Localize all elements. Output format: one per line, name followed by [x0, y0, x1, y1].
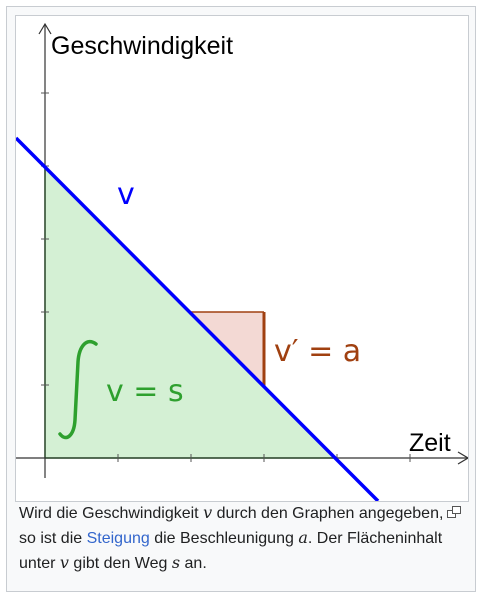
caption-text: . Der Flächeninhalt unter — [19, 530, 443, 572]
magnify-clip-icon[interactable] — [447, 506, 461, 518]
integral-sign — [58, 339, 98, 440]
caption-text: gibt den Weg — [68, 555, 172, 572]
math-variable-v: v — [59, 553, 69, 572]
velocity-line — [16, 136, 380, 501]
steigung-link[interactable]: Steigung — [86, 530, 150, 547]
line-label: v — [117, 177, 135, 212]
caption-text: Wird die Geschwindigkeit — [19, 505, 204, 522]
diagram-image[interactable]: Geschwindigkeit Zeit v v′ = a v = s — [15, 15, 469, 502]
slope-label: v′ = a — [274, 334, 361, 369]
math-variable-s: s — [171, 553, 181, 572]
math-variable-a: a — [298, 528, 308, 547]
caption-text: durch den Graphen angegeben, so ist die — [19, 505, 444, 547]
caption-text: an. — [180, 555, 207, 572]
x-axis-label: Zeit — [409, 429, 451, 457]
y-axis-label: Geschwindigkeit — [51, 32, 233, 60]
math-variable-v: v — [203, 503, 213, 522]
caption-text: die Beschleunigung — [149, 530, 299, 547]
velocity-time-diagram: Geschwindigkeit Zeit v v′ = a v = s — [16, 22, 468, 501]
y-axis-arrow — [38, 22, 52, 35]
figure-thumbnail: Geschwindigkeit Zeit v v′ = a v = s Wird… — [6, 6, 476, 592]
x-axis-arrow — [457, 451, 468, 465]
figure-caption: Wird die Geschwindigkeit v durch den Gra… — [19, 501, 449, 576]
integral-text: v = s — [106, 374, 184, 409]
